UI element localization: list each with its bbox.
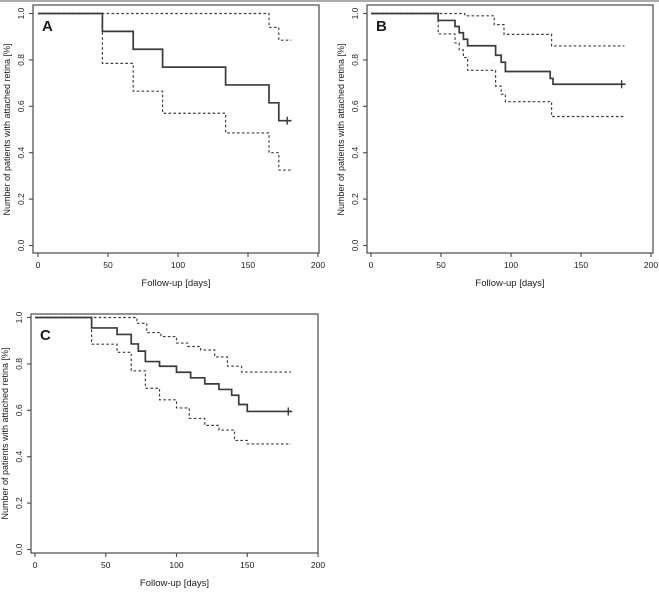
plot-box (366, 4, 654, 254)
y-tick-label: 1.0 (350, 7, 360, 19)
y-tick-label: 0.8 (350, 54, 360, 66)
y-tick-label: 0.4 (14, 451, 24, 463)
y-tick-label: 0.0 (14, 543, 24, 555)
censor-mark-icon (283, 116, 292, 125)
y-tick-label: 0.4 (16, 147, 26, 159)
series-lower-95ci (371, 12, 625, 118)
series-lower-95ci (35, 316, 292, 445)
panel-letter: C (40, 327, 51, 344)
x-tick-label: 50 (101, 560, 111, 570)
x-tick-label: 150 (574, 260, 588, 270)
series-survival-estimate (35, 316, 292, 413)
y-tick-label: 0.2 (350, 193, 360, 205)
panel-letter: A (42, 18, 53, 35)
plot-box (30, 313, 319, 554)
y-tick-label: 0.0 (350, 239, 360, 251)
series-lower-95ci (38, 12, 292, 171)
y-tick-label: 0.6 (16, 100, 26, 112)
y-axis-label: Number of patients with attached retina … (2, 43, 12, 215)
series-upper-95ci (371, 12, 625, 47)
panel-b-chart: 0 50 100 150 200 0.0 0.2 0.4 0.6 0.8 1.0 Follow-up … (336, 4, 658, 289)
y-tick-label: 0.0 (16, 239, 26, 251)
censor-mark-icon (284, 407, 293, 416)
x-tick-label: 150 (240, 560, 254, 570)
series-survival-estimate (371, 12, 625, 86)
y-tick-label: 0.2 (14, 497, 24, 509)
x-tick-label: 200 (311, 560, 325, 570)
panel-a-chart: 0 50 100 150 200 0.0 0.2 0.4 0.6 0.8 1.0 Follow-up … (2, 4, 325, 289)
y-tick-label: 0.4 (350, 147, 360, 159)
x-axis-label: Follow-up [days] (141, 278, 210, 289)
series-upper-95ci (35, 316, 292, 373)
x-tick-label: 0 (369, 260, 374, 270)
y-tick-label: 0.8 (14, 358, 24, 370)
y-axis-label: Number of patients with attached retina … (0, 347, 10, 519)
y-tick-label: 0.2 (16, 193, 26, 205)
x-tick-label: 100 (169, 560, 183, 570)
y-tick-label: 1.0 (14, 311, 24, 323)
panel-letter: B (376, 18, 387, 35)
x-tick-label: 200 (644, 260, 658, 270)
x-tick-label: 0 (33, 560, 38, 570)
panel-c-chart: 0 50 100 150 200 0.0 0.2 0.4 0.6 0.8 1.0 Follow-up … (0, 311, 325, 589)
x-tick-label: 100 (171, 260, 185, 270)
plot-box (32, 4, 320, 254)
series-survival-estimate (38, 12, 292, 122)
censor-mark-icon (617, 80, 626, 89)
series-upper-95ci (38, 12, 292, 41)
y-tick-label: 0.6 (14, 404, 24, 416)
x-tick-label: 150 (241, 260, 255, 270)
y-tick-label: 0.8 (16, 54, 26, 66)
x-tick-label: 100 (504, 260, 518, 270)
x-axis-label: Follow-up [days] (475, 278, 544, 289)
y-tick-label: 1.0 (16, 7, 26, 19)
x-tick-label: 50 (436, 260, 446, 270)
x-tick-label: 200 (311, 260, 325, 270)
x-axis-label: Follow-up [days] (140, 578, 209, 589)
y-tick-label: 0.6 (350, 100, 360, 112)
y-axis-label: Number of patients with attached retina … (336, 43, 346, 215)
x-tick-label: 0 (36, 260, 41, 270)
x-tick-label: 50 (103, 260, 113, 270)
